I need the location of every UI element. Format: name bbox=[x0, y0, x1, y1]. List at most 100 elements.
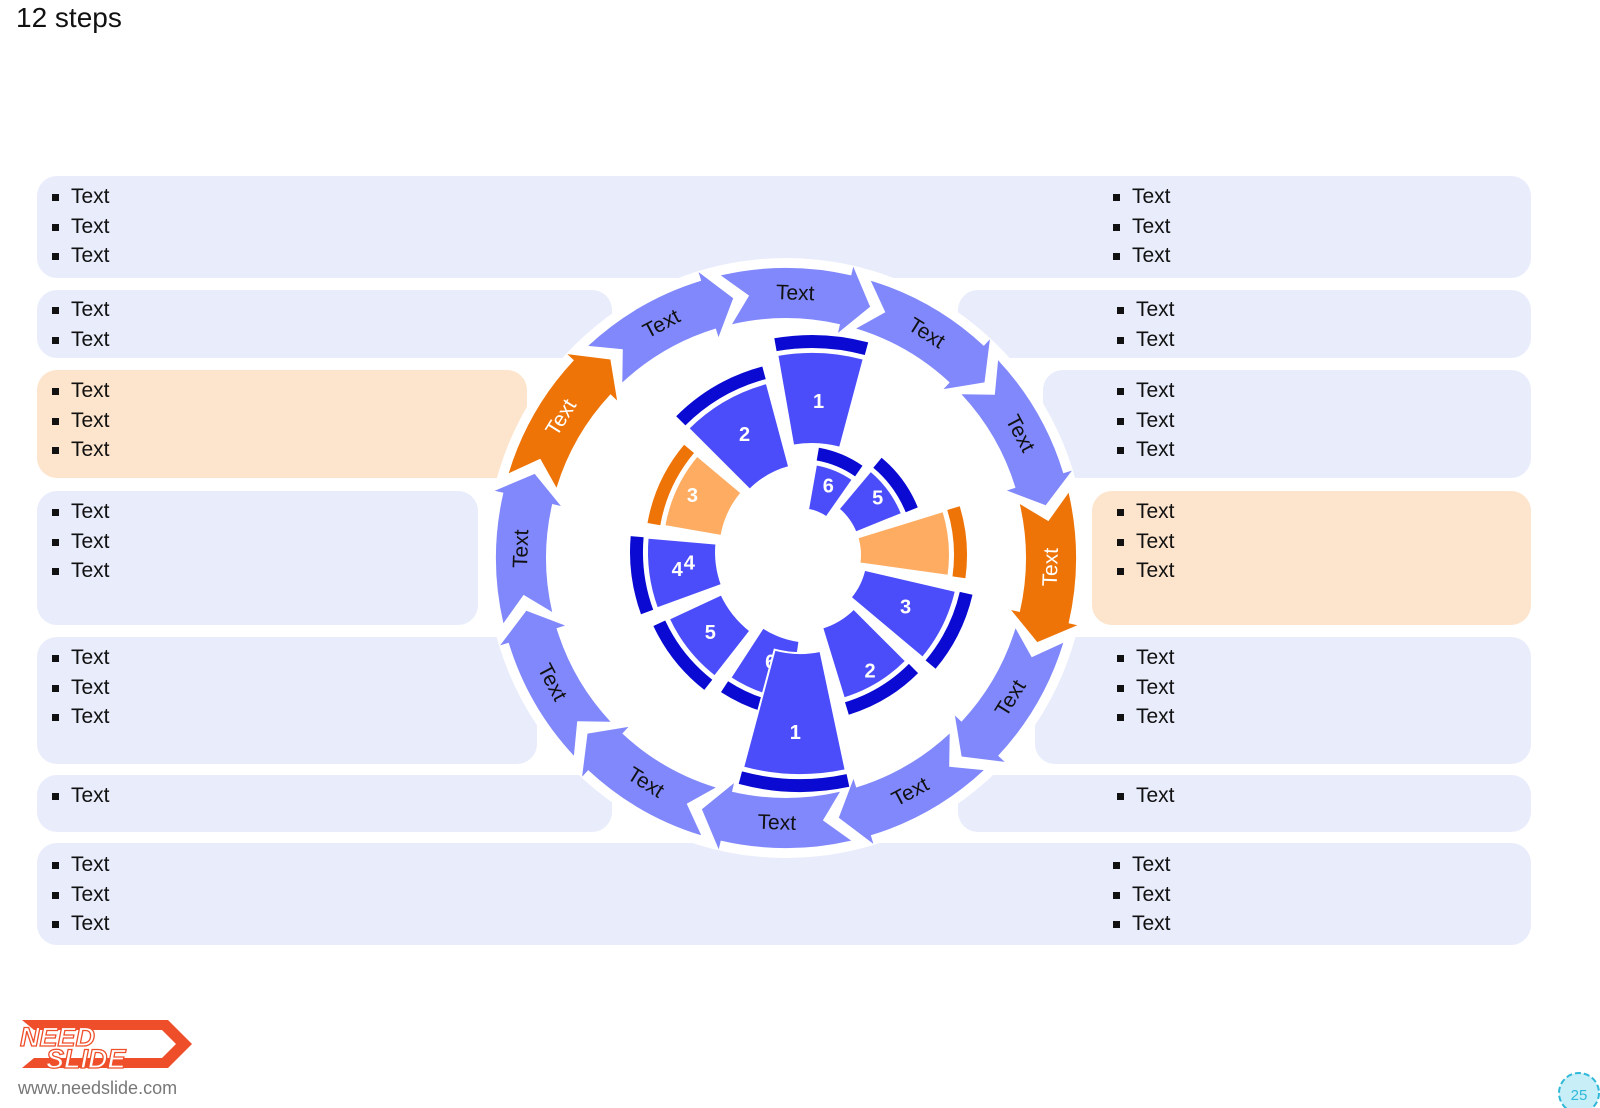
step-arrow-6: Text bbox=[838, 733, 984, 844]
segment-label: 3 bbox=[687, 485, 698, 507]
wheel-left-segment-1: 1 bbox=[774, 334, 869, 449]
bullet-item: Text bbox=[1103, 435, 1175, 465]
segment-label: 5 bbox=[872, 488, 883, 510]
right-panel-3: Text Text Text bbox=[1103, 376, 1175, 465]
bullet-item: Text bbox=[38, 643, 110, 673]
left-panel-bg-2 bbox=[37, 290, 612, 358]
step-arrow-12: Text bbox=[588, 272, 734, 383]
bullet-item: Text bbox=[1103, 527, 1175, 557]
bullet-item: Text bbox=[38, 781, 110, 811]
bullet-item: Text bbox=[38, 880, 110, 910]
segment-label: 5 bbox=[705, 622, 716, 644]
bullet-item: Text bbox=[1103, 643, 1175, 673]
bullet-item: Text bbox=[38, 909, 110, 939]
segment-label: 4 bbox=[672, 559, 684, 581]
bullet-item: Text bbox=[38, 182, 110, 212]
step-arrow-shape bbox=[588, 272, 734, 383]
segment-rim bbox=[630, 536, 654, 615]
step-arrow-5: Text bbox=[954, 628, 1064, 762]
step-arrow-8: Text bbox=[582, 726, 716, 836]
segment-label: 3 bbox=[900, 597, 911, 619]
wheel-right-segment-1: 1 bbox=[738, 648, 850, 792]
left-panel-bg-4 bbox=[37, 491, 478, 625]
bullet-item: Text bbox=[38, 212, 110, 242]
right-panel-bg-2 bbox=[958, 290, 1531, 358]
wheel-right-segment-2: 2 bbox=[820, 607, 919, 715]
bullet-item: Text bbox=[1103, 376, 1175, 406]
wheel-right-segment-4: 4 bbox=[684, 506, 968, 579]
segment-body bbox=[837, 469, 904, 534]
bullet-item: Text bbox=[1099, 212, 1171, 242]
wheel-right-segment-6: 6 bbox=[806, 447, 863, 519]
segment-label: 1 bbox=[813, 391, 824, 413]
step-arrow-shape bbox=[508, 354, 618, 488]
wheel-right: 1 2 3 4 5 6 bbox=[684, 447, 973, 792]
segment-body bbox=[849, 568, 958, 660]
step-arrow-shape bbox=[720, 266, 871, 333]
bullet-item: Text bbox=[38, 497, 110, 527]
segment-rim bbox=[873, 457, 918, 513]
bullet-item: Text bbox=[1103, 325, 1175, 355]
bullet-item: Text bbox=[1103, 556, 1175, 586]
step-arrow-1: Text bbox=[720, 266, 871, 333]
bullet-item: Text bbox=[1103, 295, 1175, 325]
needslide-logo: NEED SLIDE bbox=[19, 1020, 192, 1074]
page-number: 25 bbox=[1571, 1087, 1588, 1104]
segment-label: 2 bbox=[864, 661, 875, 683]
logo-word-slide: SLIDE bbox=[46, 1044, 127, 1074]
bullet-item: Text bbox=[1103, 702, 1175, 732]
segment-body bbox=[806, 463, 855, 519]
wheel-right-segment-5: 5 bbox=[837, 457, 918, 534]
page-badge-circle bbox=[1559, 1073, 1599, 1108]
bullet-item: Text bbox=[1099, 850, 1171, 880]
left-panel-1: Text Text Text bbox=[38, 182, 110, 271]
wheel-right-segment-3: 3 bbox=[849, 568, 973, 669]
bullet-item: Text bbox=[1103, 406, 1175, 436]
left-panel-3: Text Text Text bbox=[38, 376, 110, 465]
page-number-badge: 25 bbox=[1558, 1072, 1600, 1108]
segment-body bbox=[741, 648, 847, 776]
bullet-item: Text bbox=[38, 702, 110, 732]
step-arrow-4: Text bbox=[1011, 492, 1078, 643]
bullet-item: Text bbox=[38, 241, 110, 271]
step-arrow-10: Text bbox=[494, 473, 561, 624]
step-arrow-shape bbox=[961, 360, 1072, 506]
left-panel-4: Text Text Text bbox=[38, 497, 110, 586]
bullet-item: Text bbox=[38, 325, 110, 355]
step-arrow-2: Text bbox=[856, 280, 990, 390]
bullet-item: Text bbox=[1099, 880, 1171, 910]
segment-rim bbox=[947, 506, 968, 579]
bullet-item: Text bbox=[1103, 781, 1175, 811]
segment-body bbox=[686, 381, 791, 492]
bullet-item: Text bbox=[38, 673, 110, 703]
center-circle bbox=[486, 258, 1086, 858]
step-arrow-shape bbox=[856, 280, 990, 390]
left-panel-2: Text Text bbox=[38, 295, 110, 354]
left-panel-5: Text Text Text bbox=[38, 643, 110, 732]
left-panel-bg-6 bbox=[37, 775, 612, 832]
bullet-item: Text bbox=[1099, 909, 1171, 939]
bullet-item: Text bbox=[38, 556, 110, 586]
segment-body bbox=[667, 592, 752, 678]
step-arrow-label: Text bbox=[509, 529, 533, 568]
segment-label: 6 bbox=[823, 476, 834, 498]
step-arrow-shape bbox=[701, 783, 852, 850]
segment-body bbox=[646, 536, 724, 610]
segment-label: 4 bbox=[684, 553, 696, 575]
right-panel-bg-1 bbox=[535, 176, 1531, 278]
segment-rim bbox=[774, 334, 869, 355]
segment-rim bbox=[647, 444, 694, 526]
wheel-left-segment-2: 2 bbox=[676, 366, 791, 492]
right-panel-1: Text Text Text bbox=[1099, 182, 1171, 271]
segment-rim bbox=[845, 663, 919, 715]
step-arrow-7: Text bbox=[701, 783, 852, 850]
right-panel-bg-7 bbox=[535, 843, 1531, 945]
step-arrow-label: Text bbox=[776, 281, 815, 305]
step-arrow-label: Text bbox=[757, 811, 796, 835]
bullet-item: Text bbox=[1103, 673, 1175, 703]
bullet-item: Text bbox=[38, 376, 110, 406]
bullet-item: Text bbox=[38, 295, 110, 325]
logo-arrow-shape bbox=[22, 1020, 192, 1068]
step-arrow-label: Text bbox=[1039, 547, 1063, 586]
